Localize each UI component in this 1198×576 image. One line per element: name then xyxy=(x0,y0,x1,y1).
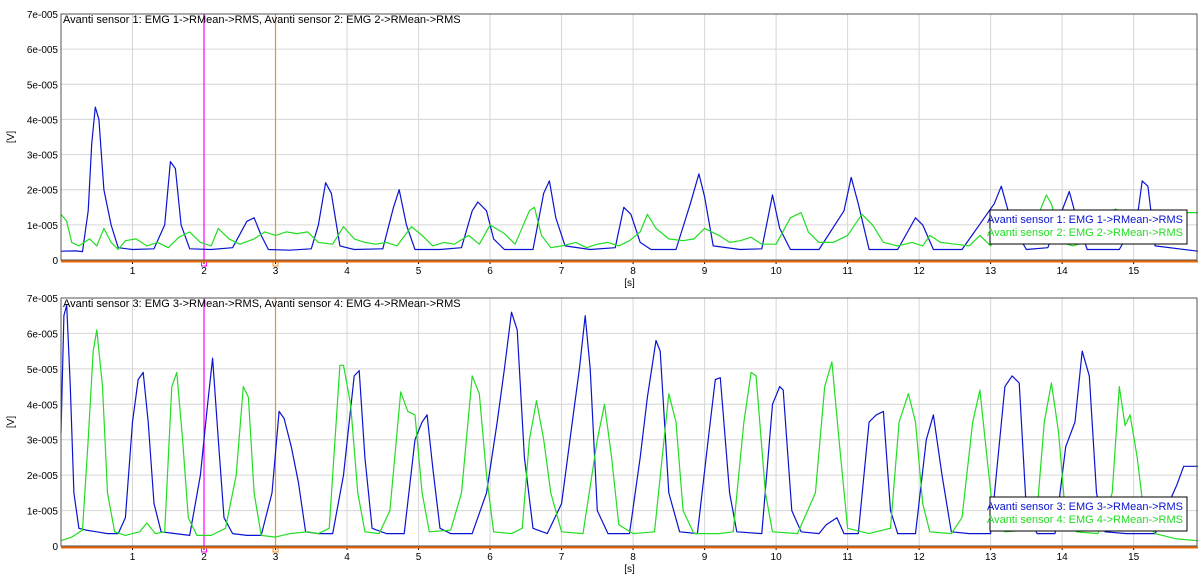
panel1-y-tick-label: 6e-005 xyxy=(27,45,59,56)
panel2-y-tick-label: 0 xyxy=(52,542,58,553)
panel1-y-tick-label: 5e-005 xyxy=(27,80,59,91)
panel2-x-tick-label: 5 xyxy=(416,552,422,563)
panel2-legend-entry-1: Avanti sensor 3: EMG 3->RMean->RMS xyxy=(987,501,1183,513)
panel1-x-tick-label: 15 xyxy=(1128,266,1140,277)
panel1-x-tick-label: 14 xyxy=(1057,266,1069,277)
panel2-y-tick-label: 4e-005 xyxy=(27,400,59,411)
panel2-y-tick-label: 1e-005 xyxy=(27,507,59,518)
panel2-plot-frame xyxy=(60,297,1198,547)
panel1-legend-entry-2: Avanti sensor 2: EMG 2->RMean->RMS xyxy=(987,227,1183,239)
panel2-x-tick-label: 4 xyxy=(344,552,350,563)
panel2-x-tick-label: 15 xyxy=(1128,552,1140,563)
panel1-y-tick-label: 7e-005 xyxy=(27,10,59,21)
panel2-x-tick-label: 9 xyxy=(702,552,708,563)
panel2-chart-title: Avanti sensor 3: EMG 3->RMean->RMS, Avan… xyxy=(63,298,461,310)
panel1-x-tick-label: 10 xyxy=(771,266,783,277)
panel1-x-tick-label: 8 xyxy=(630,266,636,277)
panel1-x-tick-label: 1 xyxy=(130,266,136,277)
panel1-x-tick-label: 12 xyxy=(914,266,926,277)
panel1-series-line-1 xyxy=(60,106,1198,253)
panel1-y-tick-label: 1e-005 xyxy=(27,221,59,232)
panel1-x-tick-label: 11 xyxy=(842,266,853,277)
panel1-x-axis-label: [s] xyxy=(624,278,635,289)
panel2-y-tick-label: 6e-005 xyxy=(27,329,59,340)
panel1-x-tick-label: 7 xyxy=(559,266,565,277)
panel1-x-tick-label: 6 xyxy=(487,266,493,277)
panel2-y-axis-label: [V] xyxy=(6,416,17,428)
panel1-y-tick-label: 4e-005 xyxy=(27,115,59,126)
panel2-x-tick-label: 8 xyxy=(630,552,636,563)
panel1-chart-title: Avanti sensor 1: EMG 1->RMean->RMS, Avan… xyxy=(63,14,461,26)
panel2-x-tick-label: 7 xyxy=(559,552,565,563)
panel1-x-tick-label: 13 xyxy=(985,266,997,277)
panel1-legend-entry-1: Avanti sensor 1: EMG 1->RMean->RMS xyxy=(987,214,1183,226)
panel2-x-tick-label: 11 xyxy=(842,552,853,563)
panel1-y-tick-label: 0 xyxy=(52,256,58,267)
panel2-x-tick-label: 14 xyxy=(1057,552,1069,563)
panel2-y-tick-label: 5e-005 xyxy=(27,365,59,376)
panel2-series-line-1 xyxy=(60,304,1198,537)
panel1-plot-frame xyxy=(60,13,1198,261)
panel1-x-tick-label: 5 xyxy=(416,266,422,277)
panel2-legend-entry-2: Avanti sensor 4: EMG 4->RMean->RMS xyxy=(987,514,1183,526)
panel2-y-tick-label: 2e-005 xyxy=(27,471,59,482)
panel2-x-tick-label: 2 xyxy=(201,552,207,563)
panel2-x-tick-label: 3 xyxy=(273,552,279,563)
panel1-x-tick-label: 2 xyxy=(201,266,207,277)
panel2-x-tick-label: 12 xyxy=(914,552,926,563)
panel1-y-tick-label: 2e-005 xyxy=(27,186,59,197)
panel1-x-tick-label: 9 xyxy=(702,266,708,277)
panel2-x-tick-label: 13 xyxy=(985,552,997,563)
panel1-y-tick-label: 3e-005 xyxy=(27,151,59,162)
panel1-y-axis-label: [V] xyxy=(6,131,17,143)
panel1-x-tick-label: 4 xyxy=(344,266,350,277)
panel2-x-tick-label: 10 xyxy=(771,552,783,563)
panel2-y-tick-label: 3e-005 xyxy=(27,436,59,447)
panel2-y-tick-label: 7e-005 xyxy=(27,294,59,305)
panel2-x-tick-label: 1 xyxy=(130,552,136,563)
panel1-x-tick-label: 3 xyxy=(273,266,279,277)
panel1-legend-box xyxy=(989,209,1188,245)
panel2-legend-box xyxy=(989,496,1188,532)
panel2-x-tick-label: 6 xyxy=(487,552,493,563)
panel2-x-axis-label: [s] xyxy=(624,564,635,575)
